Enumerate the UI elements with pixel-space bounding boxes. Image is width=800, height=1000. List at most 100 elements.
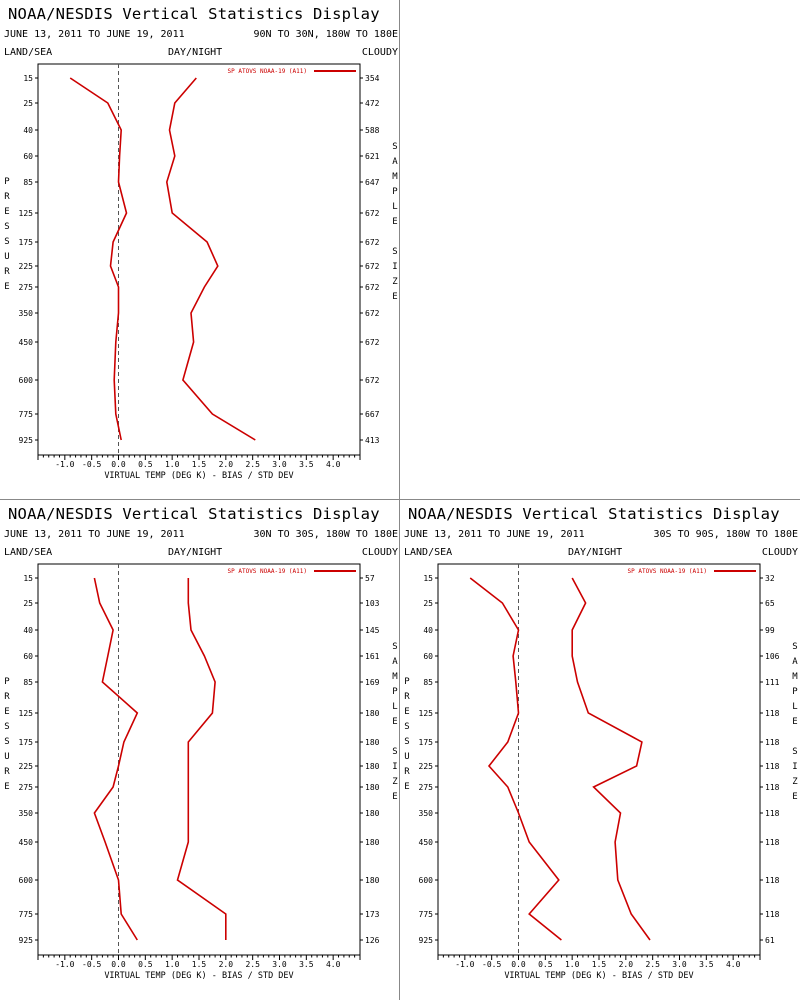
y-axis-label-sample-size: S A M P L E S I Z E [392, 142, 398, 302]
divider-horizontal [0, 499, 800, 500]
sample-size-label: 180 [365, 709, 380, 718]
panel-title: NOAA/NESDIS Vertical Statistics Display [8, 5, 380, 23]
x-tick-label: 2.0 [219, 960, 234, 969]
pressure-level-label: 275 [19, 783, 34, 792]
sample-size-label: 118 [765, 709, 780, 718]
x-tick-label: 2.0 [219, 460, 234, 469]
sample-size-label: 57 [365, 574, 375, 583]
pressure-level-label: 85 [423, 678, 433, 687]
series-line-std-dev [176, 578, 227, 940]
legend-label: SP ATOVS NOAA-19 (A11) [228, 568, 307, 575]
series-line-bias [93, 577, 139, 941]
sample-size-label: 672 [365, 238, 380, 247]
pressure-level-label: 85 [23, 678, 33, 687]
sample-size-label: 621 [365, 152, 380, 161]
x-tick-label: -1.0 [55, 460, 74, 469]
sample-size-label: 99 [765, 626, 775, 635]
x-tick-label: 3.5 [699, 960, 714, 969]
pressure-level-label: 275 [19, 283, 34, 292]
sample-size-label: 65 [765, 599, 775, 608]
sample-size-label: 667 [365, 410, 380, 419]
pressure-level-label: 775 [19, 410, 34, 419]
x-tick-label: 2.0 [619, 960, 634, 969]
sample-size-label: 672 [365, 209, 380, 218]
pressure-level-label: 60 [423, 652, 433, 661]
pressure-level-label: 60 [23, 152, 33, 161]
chart-panel-south: NOAA/NESDIS Vertical Statistics Display … [400, 500, 800, 1000]
y-axis-label-sample-size: S A M P L E S I Z E [792, 642, 798, 802]
sample-size-label: 672 [365, 338, 380, 347]
sample-size-label: 354 [365, 74, 380, 83]
x-tick-label: 1.5 [192, 960, 207, 969]
pressure-level-label: 25 [23, 599, 33, 608]
pressure-level-label: 925 [419, 936, 434, 945]
y-axis-label-pressure: P R E S S U R E [404, 677, 410, 792]
pressure-level-label: 600 [19, 376, 34, 385]
x-tick-label: 3.5 [299, 960, 314, 969]
pressure-level-label: 775 [419, 910, 434, 919]
sample-size-label: 103 [365, 599, 380, 608]
sample-size-label: 118 [765, 910, 780, 919]
pressure-level-label: 925 [19, 936, 34, 945]
pressure-level-label: 175 [19, 238, 34, 247]
header-day-night: DAY/NIGHT [168, 47, 223, 58]
header-land-sea: LAND/SEA [404, 547, 453, 558]
pressure-level-label: 15 [23, 74, 33, 83]
x-tick-label: -0.5 [482, 960, 501, 969]
chart-panel-tropics: NOAA/NESDIS Vertical Statistics Display … [0, 500, 400, 1000]
pressure-level-label: 40 [23, 126, 33, 135]
sample-size-label: 180 [365, 762, 380, 771]
sample-size-label: 672 [365, 376, 380, 385]
pressure-level-label: 450 [19, 338, 34, 347]
plot-frame [37, 63, 361, 456]
x-tick-label: 0.5 [538, 960, 553, 969]
x-tick-label: -1.0 [55, 960, 74, 969]
sample-size-label: 672 [365, 262, 380, 271]
y-axis-label-sample-size: S A M P L E S I Z E [392, 642, 398, 802]
x-tick-label: -0.5 [82, 960, 101, 969]
x-tick-label: 0.0 [511, 960, 526, 969]
panel-title: NOAA/NESDIS Vertical Statistics Display [8, 505, 380, 523]
sample-size-label: 118 [765, 762, 780, 771]
sample-size-label: 106 [765, 652, 780, 661]
sample-size-label: 61 [765, 936, 775, 945]
sample-size-label: 672 [365, 309, 380, 318]
plot-frame [37, 563, 361, 956]
series-line-std-dev [571, 577, 651, 941]
x-tick-label: 1.0 [565, 960, 580, 969]
sample-size-label: 647 [365, 178, 380, 187]
x-tick-label: 3.0 [272, 460, 287, 469]
pressure-level-label: 25 [423, 599, 433, 608]
sample-size-label: 111 [765, 678, 780, 687]
header-land-sea: LAND/SEA [4, 47, 53, 58]
y-axis-label-pressure: P R E S S U R E [4, 677, 10, 792]
sample-size-label: 118 [765, 783, 780, 792]
pressure-level-label: 450 [419, 838, 434, 847]
pressure-level-label: 450 [19, 838, 34, 847]
date-range: JUNE 13, 2011 TO JUNE 19, 2011 [4, 529, 185, 540]
sample-size-label: 173 [365, 910, 380, 919]
header-day-night: DAY/NIGHT [568, 547, 623, 558]
x-tick-label: 1.0 [165, 460, 180, 469]
sample-size-label: 169 [365, 678, 380, 687]
plot-frame [437, 563, 761, 956]
sample-size-label: 413 [365, 436, 380, 445]
pressure-level-label: 25 [23, 99, 33, 108]
header-cloudy: CLOUDY [361, 547, 398, 558]
chart-svg: -1.0 -0.5 0.0 0.5 1.0 1.5 2.0 2.5 3.0 3.5 4.0 VIRTU… [419, 563, 780, 981]
date-range: JUNE 13, 2011 TO JUNE 19, 2011 [404, 529, 585, 540]
x-tick-label: 0.0 [111, 460, 126, 469]
x-axis-label: VIRTUAL TEMP (DEG K) - BIAS / STD DEV [104, 471, 293, 481]
pressure-level-label: 350 [19, 809, 34, 818]
sample-size-label: 145 [365, 626, 380, 635]
sample-size-label: 118 [765, 738, 780, 747]
x-tick-label: 2.5 [645, 960, 660, 969]
sample-size-label: 161 [365, 652, 380, 661]
x-tick-label: 0.5 [138, 960, 153, 969]
pressure-level-label: 775 [19, 910, 34, 919]
x-tick-label: 3.0 [272, 960, 287, 969]
x-tick-label: 1.0 [165, 960, 180, 969]
header-day-night: DAY/NIGHT [168, 547, 223, 558]
sample-size-label: 180 [365, 809, 380, 818]
header-land-sea: LAND/SEA [4, 547, 53, 558]
